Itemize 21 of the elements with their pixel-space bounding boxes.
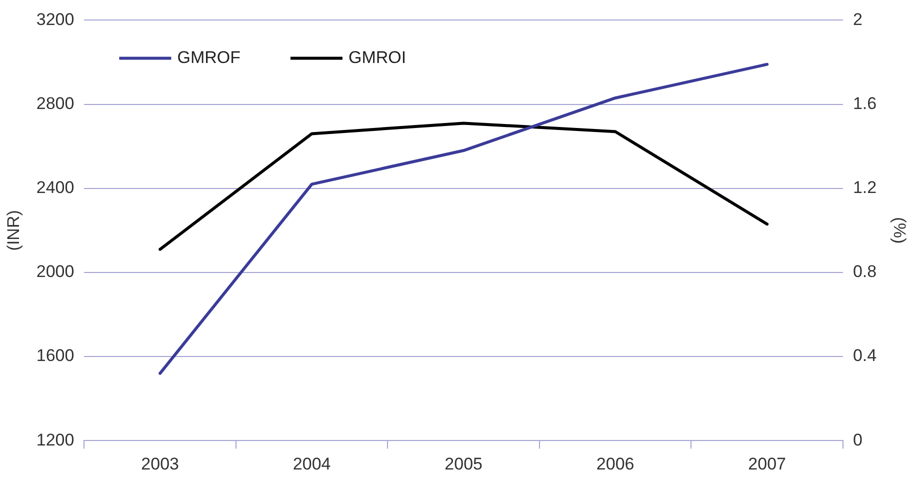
x-tick-label: 2007 — [748, 454, 786, 474]
y2-tick-label: 1.6 — [852, 94, 877, 113]
y2-axis-title: (%) — [890, 217, 910, 244]
y-axis-title: (INR) — [4, 210, 23, 251]
y2-tick-label: 0.8 — [852, 262, 877, 282]
y-tick-label: 3200 — [36, 10, 74, 29]
x-tick-label: 2006 — [596, 454, 634, 474]
x-tick-label: 2004 — [292, 454, 331, 474]
y-tick-label: 1200 — [36, 430, 74, 450]
y-tick-label: 2000 — [36, 262, 74, 282]
legend-label: GMROI — [348, 48, 406, 67]
x-tick-label: 2003 — [141, 454, 180, 474]
y2-tick-label: 2 — [852, 10, 862, 29]
y2-tick-label: 0.4 — [852, 346, 877, 366]
y-tick-label: 1600 — [36, 346, 74, 366]
legend-label: GMROF — [177, 48, 240, 67]
y2-tick-label: 0 — [852, 430, 862, 450]
x-tick-label: 2005 — [444, 454, 483, 474]
y-tick-label: 2800 — [36, 94, 74, 113]
y2-tick-label: 1.2 — [852, 178, 877, 198]
y-tick-label: 2400 — [36, 178, 74, 198]
